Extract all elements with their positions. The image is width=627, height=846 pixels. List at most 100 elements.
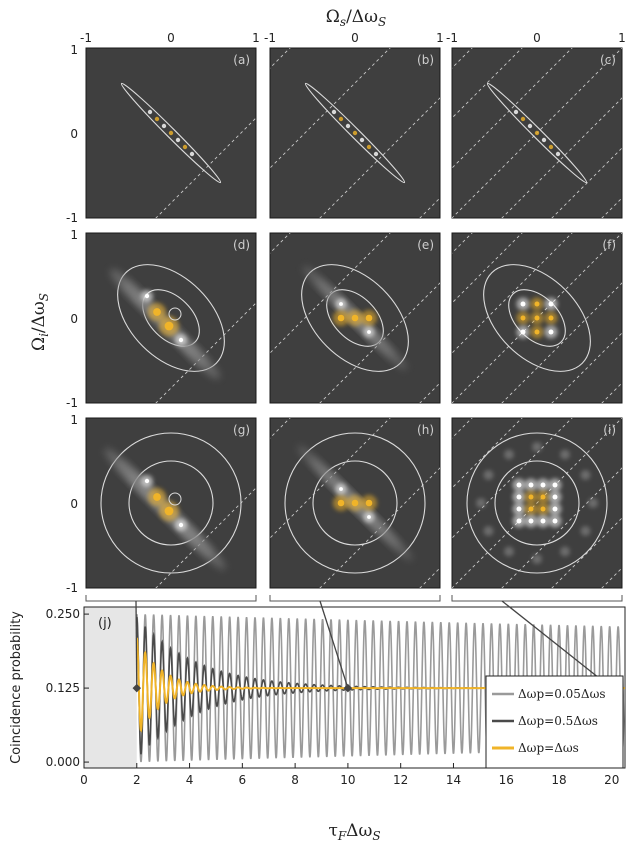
panel-bracket	[269, 595, 441, 602]
left-tick-label: 1	[70, 413, 78, 427]
coincidence-chart: (j) 0 2 4 6 8 10 12 14 16 18 20 0.000 0.125 0.250 Coinc…	[9, 600, 626, 843]
contour-line	[312, 460, 398, 546]
intensity-spot	[534, 130, 540, 136]
heatmap-panel: (g)	[85, 417, 257, 589]
top-tick-label: 1	[436, 31, 444, 45]
contour-line	[466, 432, 608, 574]
contour-line	[168, 307, 182, 321]
heatmap-panel: (d)	[85, 232, 257, 404]
dashed-phase-line	[452, 233, 573, 354]
panel-label: (d)	[233, 238, 250, 252]
intensity-spot	[548, 301, 554, 307]
intensity-spot	[144, 293, 150, 299]
contour-line	[117, 264, 225, 372]
intensity-spot	[552, 518, 558, 524]
left-tick-label: -1	[66, 396, 78, 410]
interference-fringe	[182, 341, 220, 379]
left-tick-label: -1	[66, 211, 78, 225]
marker-diamond	[343, 683, 353, 693]
x-tick-label: 16	[499, 773, 514, 787]
dashed-phase-line	[319, 467, 440, 588]
intensity-spot	[339, 302, 343, 306]
intensity-spot	[175, 137, 181, 143]
contour-line	[168, 492, 182, 506]
intensity-spot	[548, 315, 554, 321]
top-tick-label: 0	[533, 31, 541, 45]
intensity-spot	[534, 329, 540, 335]
dashed-phase-line	[319, 282, 440, 403]
panel-label: (g)	[233, 423, 250, 437]
x-axis-label: τFΔωS	[328, 821, 380, 843]
intensity-spot	[365, 314, 373, 322]
intensity-spot	[147, 109, 153, 115]
intensity-spot	[161, 123, 167, 129]
heatmap-panel: (i)	[451, 417, 623, 589]
intensity-spot	[367, 515, 371, 519]
contour-line	[486, 82, 588, 184]
intensity-spot	[552, 494, 558, 500]
heatmap-panel: (c)	[451, 47, 623, 219]
intensity-spot	[366, 144, 372, 150]
intensity-spot	[528, 482, 534, 488]
dashed-phase-line	[270, 233, 391, 354]
panel-bracket	[85, 595, 257, 602]
contour-line	[483, 264, 591, 372]
heatmap-grid: -1 0 1 -1 0 1 -1 0 110-110-110-1(a) (b) (c)(d) (e)(…	[66, 31, 626, 602]
intensity-spot	[540, 506, 546, 512]
left-tick-label: 1	[70, 43, 78, 57]
intensity-spot	[513, 109, 519, 115]
intensity-spot	[580, 470, 591, 480]
contour-line	[304, 82, 406, 184]
intensity-spot	[588, 498, 598, 508]
intensity-spot	[504, 449, 514, 460]
intensity-spot	[352, 130, 358, 136]
dashed-phase-line	[452, 48, 573, 169]
contour-line	[128, 460, 214, 546]
intensity-spot	[520, 315, 526, 321]
top-tick-label: 0	[167, 31, 175, 45]
dashed-phase-line	[452, 418, 622, 588]
intensity-spot	[483, 470, 494, 480]
intensity-spot	[528, 518, 534, 524]
dashed-phase-line	[319, 97, 440, 218]
panel-label: (b)	[417, 53, 434, 67]
intensity-spot	[338, 116, 344, 122]
intensity-spot	[154, 116, 160, 122]
intensity-spot	[476, 498, 486, 508]
dashed-phase-line	[501, 467, 622, 588]
intensity-spot	[534, 301, 540, 307]
dashed-phase-line	[270, 48, 391, 169]
intensity-spot	[337, 314, 345, 322]
legend-label: Δωp=0.05Δωs	[518, 687, 606, 701]
x-tick-label: 4	[186, 773, 194, 787]
intensity-spot	[182, 144, 188, 150]
legend-label: Δωp=Δωs	[518, 741, 579, 755]
intensity-spot	[520, 329, 526, 335]
dashed-phase-line	[270, 418, 391, 539]
intensity-spot	[351, 499, 359, 507]
top-tick-label: -1	[80, 31, 92, 45]
intensity-spot	[504, 546, 514, 557]
heatmap-panel: (b)	[269, 47, 441, 219]
marker-connector	[135, 600, 138, 689]
left-tick-label: -1	[66, 581, 78, 595]
intensity-spot	[345, 123, 351, 129]
x-tick-label: 20	[604, 773, 619, 787]
dashed-phase-line	[452, 418, 573, 539]
intensity-spot	[548, 329, 554, 335]
intensity-spot	[520, 301, 526, 307]
intensity-spot	[516, 518, 522, 524]
contour-line	[100, 432, 242, 574]
intensity-spot	[144, 478, 150, 484]
intensity-spot	[189, 151, 195, 157]
x-tick-label: 8	[291, 773, 299, 787]
intensity-spot	[534, 315, 540, 321]
chart-panel-label: (j)	[98, 616, 112, 631]
intensity-spot	[552, 506, 558, 512]
top-tick-label: 0	[351, 31, 359, 45]
heatmap-panel: (f)	[451, 232, 623, 404]
heatmap-panel: (a)	[85, 47, 257, 219]
dashed-phase-line	[501, 97, 622, 218]
left-tick-label: 0	[70, 497, 78, 511]
